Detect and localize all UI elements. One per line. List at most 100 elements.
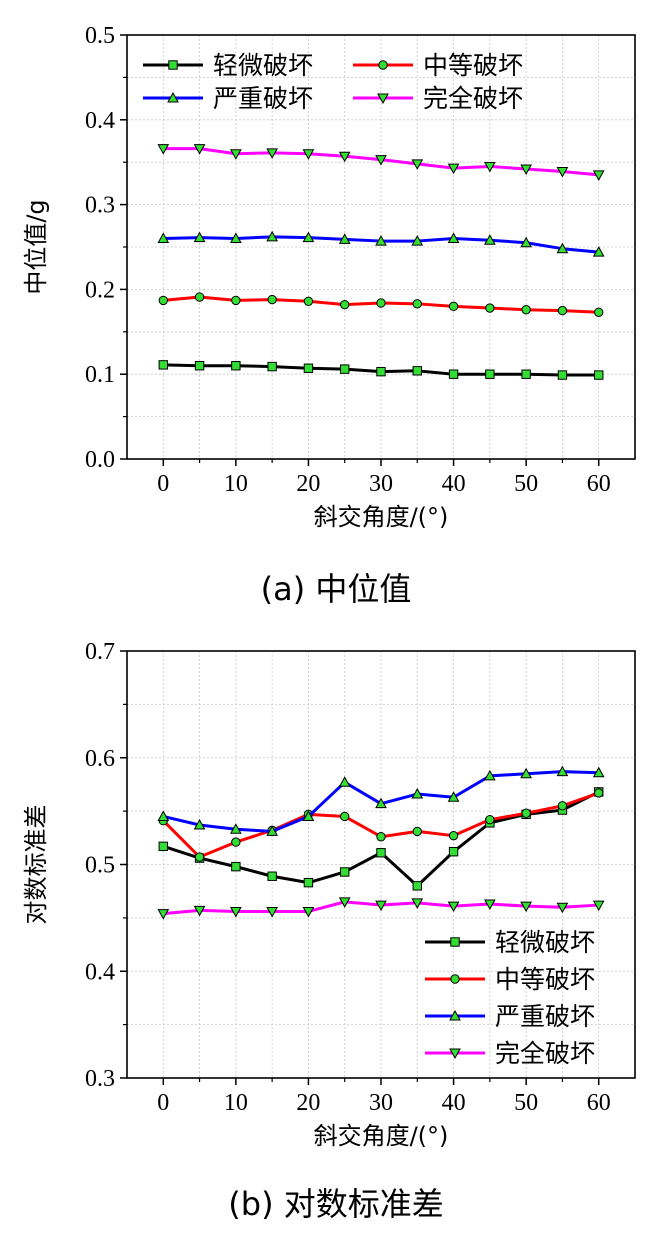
data-point	[556, 765, 569, 777]
legend-marker	[449, 1048, 461, 1060]
data-point	[412, 299, 422, 309]
legend-marker	[168, 60, 178, 70]
data-point	[447, 232, 460, 244]
data-point	[485, 303, 495, 313]
data-point	[484, 899, 496, 911]
panel-caption: (b) 对数标准差	[228, 1185, 443, 1223]
data-point	[338, 233, 351, 244]
legend-label: 严重破坏	[213, 84, 313, 113]
data-point	[375, 797, 387, 809]
data-point	[448, 301, 459, 312]
legend-marker	[450, 974, 460, 984]
data-point	[193, 905, 206, 917]
legend-marker	[167, 91, 179, 103]
data-point	[338, 897, 351, 908]
y-tick-label: 0.4	[85, 959, 115, 985]
data-point	[302, 149, 315, 160]
series-中等破坏	[158, 292, 604, 317]
data-point	[412, 881, 422, 891]
data-point	[340, 299, 350, 310]
data-point	[157, 144, 170, 155]
data-point	[157, 909, 170, 920]
x-tick-label: 40	[442, 471, 466, 497]
data-point	[158, 841, 168, 852]
data-point	[340, 811, 350, 822]
data-point	[302, 810, 315, 821]
x-tick-label: 30	[369, 471, 393, 497]
series-严重破坏	[157, 765, 605, 836]
plot-frame	[126, 650, 636, 1079]
legend-item: 轻微破坏	[143, 51, 313, 80]
legend-label: 轻微破坏	[495, 928, 595, 957]
panel-caption: (a) 中位值	[261, 570, 412, 608]
y-tick-label: 0.0	[85, 447, 115, 473]
data-point	[193, 818, 206, 830]
y-axis-label: 对数标准差	[22, 805, 50, 925]
data-point	[376, 366, 386, 377]
data-point	[338, 776, 351, 787]
data-point	[375, 900, 387, 912]
data-point	[303, 877, 314, 888]
data-point	[484, 161, 496, 173]
data-point	[340, 364, 350, 374]
data-point	[338, 151, 351, 163]
data-point	[376, 832, 386, 842]
data-point	[158, 295, 168, 306]
series-严重破坏	[157, 230, 605, 257]
data-point	[557, 370, 568, 380]
y-tick-label: 0.1	[85, 362, 115, 388]
data-point	[266, 825, 278, 836]
data-point	[447, 791, 460, 802]
data-point	[303, 296, 314, 306]
y-tick-label: 0.7	[85, 639, 115, 665]
data-point	[303, 363, 314, 373]
data-point	[594, 307, 604, 317]
x-tick-label: 20	[296, 1090, 320, 1116]
legend-marker	[378, 60, 388, 70]
data-point	[266, 148, 278, 159]
legend-label: 严重破坏	[495, 1002, 595, 1031]
data-point	[157, 232, 170, 244]
data-point	[594, 788, 604, 798]
x-tick-label: 50	[514, 1090, 538, 1116]
legend-item: 轻微破坏	[425, 928, 595, 957]
data-point	[230, 149, 242, 160]
y-tick-label: 0.2	[85, 277, 115, 303]
data-point	[448, 830, 459, 841]
data-point	[231, 295, 241, 306]
y-tick-label: 0.3	[85, 1066, 115, 1092]
chart-panel-a: 0 10 20 30 40 50 60 0.0 0.1 0.2 0.3 0.4 0.5 斜交角度/(°) 中…	[22, 23, 636, 608]
series-轻微破坏	[158, 360, 604, 380]
data-point	[194, 292, 205, 302]
legend-label: 中等破坏	[495, 965, 595, 994]
data-point	[231, 837, 241, 847]
data-point	[520, 767, 532, 779]
data-point	[411, 235, 424, 246]
data-point	[340, 867, 350, 877]
data-point	[594, 370, 604, 380]
x-tick-label: 60	[587, 1090, 611, 1116]
y-tick-label: 0.5	[85, 853, 115, 879]
data-point	[521, 369, 531, 379]
legend-item: 严重破坏	[425, 1002, 595, 1031]
data-point	[302, 231, 315, 243]
data-point	[411, 898, 424, 909]
data-point	[230, 906, 242, 918]
data-point	[557, 305, 568, 316]
legend-marker	[377, 93, 389, 105]
data-point	[448, 369, 459, 379]
x-tick-label: 0	[157, 471, 169, 497]
legend: 轻微破坏中等破坏严重破坏完全破坏	[143, 51, 523, 113]
x-axis-label: 斜交角度/(°)	[314, 1122, 449, 1150]
data-point	[411, 788, 424, 799]
data-point	[266, 230, 278, 242]
x-tick-label: 30	[369, 1090, 393, 1116]
data-point	[193, 231, 206, 243]
data-point	[521, 305, 531, 315]
legend-label: 完全破坏	[495, 1039, 595, 1068]
data-point	[556, 902, 569, 914]
data-point	[520, 164, 532, 176]
data-point	[194, 361, 205, 371]
